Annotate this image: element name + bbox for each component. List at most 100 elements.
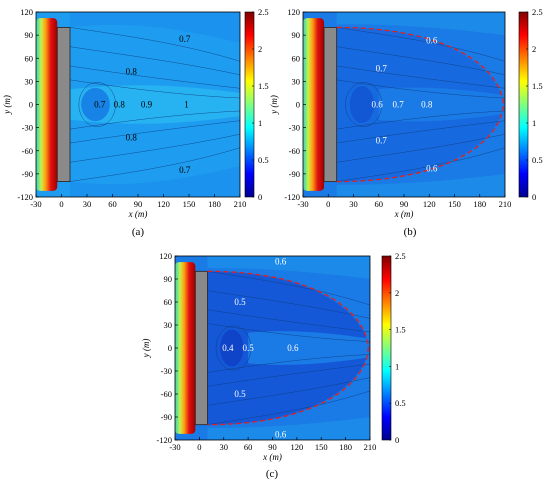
contour-line [336,79,505,99]
low-zone [220,329,244,367]
upper-band [336,12,505,36]
panel-1: 0.70.80.7 0.8 0.9 10.80.7-30 0 30 60 90 120 150 18… [2,7,269,238]
contour-line [336,46,505,76]
y-tick-label: 30 [164,320,173,330]
colorbar [518,11,529,198]
contour-label: 0.5 [234,389,246,399]
y-tick-label: -60 [289,146,300,156]
obstacle-block [56,27,71,182]
contour-line [69,79,240,99]
contour-line [69,110,240,130]
x-tick-label: 90 [268,442,277,452]
x-tick-label: -30 [297,199,308,209]
contour-line [78,82,116,127]
colorbar [244,11,255,198]
x-tick-label: 0 [197,442,201,452]
x-tick-label: 30 [83,199,92,209]
boundary-curve [207,270,370,426]
colorbar-tick-label: 2 [532,44,536,54]
x-tick-label: 0 [326,199,330,209]
y-axis-label: y (m) [2,95,12,115]
contour-line [207,354,370,373]
x-tick-label: 210 [499,199,512,209]
contour-label: 0.6 [275,430,287,440]
contour-label: 0.7 [179,34,191,44]
y-tick-label: -90 [22,169,33,179]
contour-line [207,390,370,425]
x-tick-label: 180 [208,199,221,209]
contour-line [207,271,370,306]
y-tick-label: -60 [22,146,33,156]
y-tick-label: -30 [22,123,33,133]
x-tick-label: 0 [59,199,63,209]
y-tick-label: 90 [164,274,173,284]
colorbar-tick-label: 1 [258,118,262,128]
contour-label: 0.6 [371,100,383,110]
x-tick-label: 60 [244,442,253,452]
y-tick-label: 120 [287,7,300,17]
low-zone [349,86,375,123]
contour-label: 0.6 [287,343,299,353]
x-tick-label: 150 [448,199,461,209]
colorbar-tick-label: 0 [532,192,536,202]
x-tick-label: 150 [183,199,196,209]
contour-line [69,27,240,62]
contour-label: 0.8 [421,100,433,110]
y-tick-label: -120 [156,435,172,445]
panel-label: (c) [266,468,279,480]
contour-line [336,133,505,163]
colorbar-tick-label: 0 [258,192,262,202]
contour-label: 0.7 [376,136,388,146]
y-tick-label: 60 [25,53,34,63]
high-value-wall [175,262,196,434]
x-tick-label: 150 [315,442,328,452]
contour-label: 0.4 [222,343,234,353]
y-tick-label: 120 [159,251,172,261]
lower-band [207,417,370,440]
x-tick-label: 60 [108,199,117,209]
x-tick-label: 30 [220,442,229,452]
y-tick-label: 120 [20,7,33,17]
wake-band [70,85,240,124]
y-tick-label: 30 [292,76,301,86]
y-tick-label: -90 [289,169,300,179]
colorbar-tick-label: 1.5 [258,81,269,91]
colorbar-tick-label: 2 [395,288,399,298]
obstacle-block [323,27,338,182]
contour-line [207,323,370,342]
x-tick-label: 90 [400,199,409,209]
contour-label: 0.7 [179,165,191,175]
x-tick-label: 90 [134,199,143,209]
y-tick-label: 90 [25,30,34,40]
colorbar-tick-label: 1.5 [532,81,543,91]
y-tick-label: -30 [161,366,172,376]
x-tick-label: 210 [364,442,377,452]
panel-label: (a) [132,226,145,238]
upper-band [70,12,240,43]
y-tick-label: -60 [161,389,172,399]
contour-label: 0.6 [426,163,438,173]
colorbar-tick-label: 2.5 [395,251,406,261]
x-tick-label: 60 [375,199,384,209]
contour-label: 0.5 [243,343,255,353]
colorbar-tick-label: 2.5 [258,7,269,17]
low-zone [81,87,110,122]
x-tick-label: 120 [423,199,436,209]
x-tick-label: 180 [473,199,486,209]
contour-label: 0.6 [426,36,438,46]
x-axis-label: x (m) [394,209,414,219]
contour-line [207,377,370,406]
lower-band [336,173,505,197]
high-value-wall [36,18,58,191]
colorbar [381,255,392,441]
contour-line [336,110,505,130]
y-axis-label: y (m) [269,95,279,115]
contour-line [69,120,240,144]
panel-3: 0.60.50.4 0.5 0.60.50.6-30 0 30 60 90 120 150 180… [141,251,406,480]
y-axis-label: y (m) [141,339,151,359]
colorbar-tick-label: 2.5 [532,7,543,17]
contour-line [336,27,505,62]
colorbar-tick-label: 0.5 [395,398,406,408]
contour-label: 0.6 [275,256,287,266]
